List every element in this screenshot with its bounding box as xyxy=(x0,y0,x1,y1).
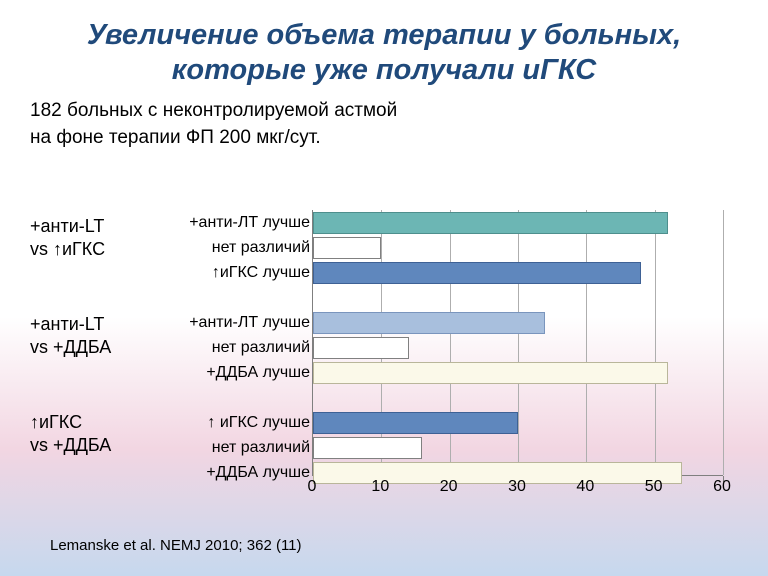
x-tick-label: 10 xyxy=(365,478,395,496)
chart-bar xyxy=(313,362,668,384)
bar-label: ↑иГКС лучше xyxy=(212,262,310,284)
chart-bar xyxy=(313,337,409,359)
chart-bar xyxy=(313,437,422,459)
bar-label: нет различий xyxy=(212,237,310,259)
group-label-line: ↑иГКС xyxy=(30,411,111,434)
bar-label: +ДДБА лучше xyxy=(206,362,310,384)
slide: Увеличение объема терапии у больных, кот… xyxy=(0,0,768,576)
x-tick-label: 30 xyxy=(502,478,532,496)
gridline xyxy=(586,210,587,475)
x-tick-label: 20 xyxy=(434,478,464,496)
chart-bar xyxy=(313,237,381,259)
subtitle-line2: на фоне терапии ФП 200 мкг/сут. xyxy=(30,125,738,151)
group-label: +анти-LTvs ↑иГКС xyxy=(30,215,105,262)
chart-bar xyxy=(313,312,545,334)
group-label-line: vs +ДДБА xyxy=(30,434,111,457)
gridline xyxy=(723,210,724,475)
group-label-line: +анти-LT xyxy=(30,313,111,336)
group-label: ↑иГКСvs +ДДБА xyxy=(30,411,111,458)
bar-label: нет различий xyxy=(212,437,310,459)
gridline xyxy=(450,210,451,475)
bar-label: нет различий xyxy=(212,337,310,359)
x-tick-label: 40 xyxy=(570,478,600,496)
chart-area: +анти-LTvs ↑иГКС+анти-LTvs +ДДБА↑иГКСvs … xyxy=(30,210,738,510)
plot-box xyxy=(312,210,723,476)
group-label-line: vs +ДДБА xyxy=(30,336,111,359)
subtitle-line1: 182 больных с неконтролируемой астмой xyxy=(30,98,738,124)
chart-plot: +анти-ЛТ лучше нет различий ↑иГКС лучше +ан… xyxy=(160,210,730,498)
chart-bar xyxy=(313,212,668,234)
bar-label: ↑ иГКС лучше xyxy=(207,412,310,434)
citation: Lemanske et al. NEMJ 2010; 362 (11) xyxy=(50,537,302,554)
gridline xyxy=(655,210,656,475)
chart-bar xyxy=(313,412,518,434)
gridline xyxy=(518,210,519,475)
x-tick-label: 60 xyxy=(707,478,737,496)
bar-label: +анти-ЛТ лучше xyxy=(189,212,310,234)
bar-label: +анти-ЛТ лучше xyxy=(189,312,310,334)
group-label-line: vs ↑иГКС xyxy=(30,238,105,261)
group-label: +анти-LTvs +ДДБА xyxy=(30,313,111,360)
chart-bar xyxy=(313,262,641,284)
x-tick-label: 50 xyxy=(639,478,669,496)
page-title: Увеличение объема терапии у больных, кот… xyxy=(30,18,738,88)
bar-label: +ДДБА лучше xyxy=(206,462,310,484)
group-label-line: +анти-LT xyxy=(30,215,105,238)
x-tick-label: 0 xyxy=(297,478,327,496)
